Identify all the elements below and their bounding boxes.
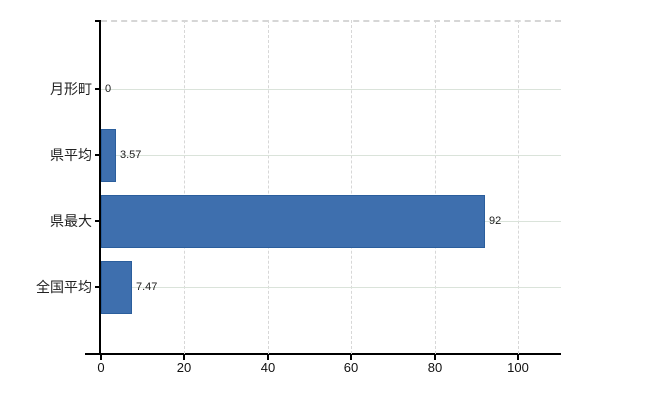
bar [101,129,116,182]
x-axis-tick [350,355,352,360]
x-axis-tick-label: 60 [343,360,359,375]
x-axis-tick [183,355,185,360]
horizontal-gridline [101,155,561,156]
y-axis-tick [95,286,101,288]
x-axis-tick [100,355,102,360]
vertical-gridline [518,20,519,354]
bar [101,261,132,314]
category-label: 県最大 [50,213,92,229]
y-axis-tick [95,88,101,90]
y-axis-line [99,20,101,355]
vertical-gridline [268,20,269,354]
x-axis-tick-label: 80 [427,360,443,375]
x-axis-tick-label: 100 [507,360,529,375]
plot-top-border [101,20,561,22]
category-label: 月形町 [50,81,92,97]
bar-value-label: 0 [105,83,112,95]
horizontal-gridline [101,287,561,288]
y-axis-tick [95,220,101,222]
x-axis-tick-label: 20 [176,360,192,375]
y-axis-top-cap-tick [95,20,101,22]
x-axis-tick [434,355,436,360]
vertical-gridline [184,20,185,354]
bar [101,195,485,248]
bar-value-label: 7.47 [136,281,158,293]
vertical-gridline [351,20,352,354]
category-label: 全国平均 [36,279,92,295]
y-axis-tick [95,154,101,156]
x-axis-tick-label: 0 [97,360,105,375]
category-label: 県平均 [50,147,92,163]
bar-value-label: 3.57 [120,149,142,161]
x-axis-line [85,353,561,355]
vertical-gridline [435,20,436,354]
bar-value-label: 92 [489,215,502,227]
x-axis-tick-label: 40 [260,360,276,375]
horizontal-gridline [101,89,561,90]
x-axis-tick [517,355,519,360]
x-axis-tick [267,355,269,360]
